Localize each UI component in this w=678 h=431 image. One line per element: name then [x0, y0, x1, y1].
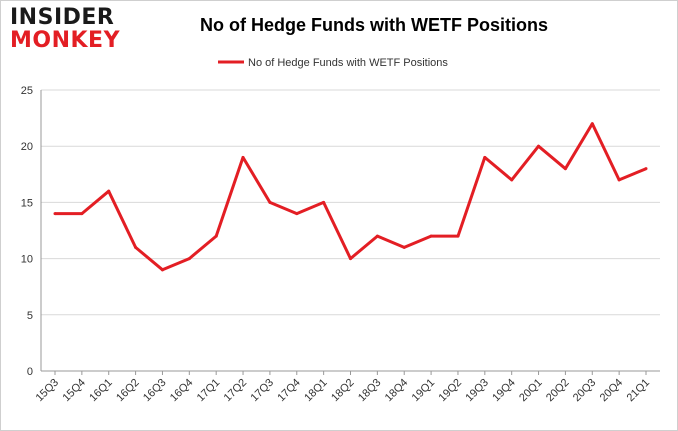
x-tick-label: 20Q1	[517, 377, 545, 405]
data-point	[322, 200, 326, 204]
grid-lines	[41, 89, 660, 316]
x-tick-label: 16Q2	[114, 377, 142, 405]
data-point	[537, 144, 541, 148]
data-point	[617, 178, 621, 182]
x-tick-label: 20Q3	[571, 377, 599, 405]
series-line	[55, 122, 647, 272]
data-point	[590, 122, 594, 126]
logo-line-1: INSIDER	[10, 5, 115, 30]
x-tick-label: 17Q4	[275, 377, 303, 405]
data-point	[375, 234, 379, 238]
x-tick-label: 19Q4	[490, 377, 518, 405]
legend: No of Hedge Funds with WETF Positions	[218, 57, 448, 69]
data-point	[349, 257, 352, 261]
data-point	[644, 167, 648, 171]
data-point	[456, 234, 460, 238]
x-tick-label: 19Q1	[410, 377, 438, 405]
data-point	[429, 234, 433, 238]
data-point	[53, 212, 57, 216]
x-tick-labels: 15Q3 15Q4 16Q1 16Q2 16Q3 16Q4 17Q1 17Q2 17Q3 17Q4…	[34, 377, 653, 405]
logo-line-2: MONKEY	[10, 28, 121, 53]
data-point	[160, 268, 164, 272]
x-tick-label: 15Q4	[60, 377, 88, 405]
x-tick-label: 15Q3	[34, 377, 62, 405]
x-tick-label: 18Q3	[356, 377, 384, 405]
data-point	[241, 155, 245, 159]
x-tick-label: 21Q1	[625, 377, 653, 405]
insider-monkey-logo: INSIDER MONKEY	[10, 7, 120, 52]
x-tick-label: 18Q4	[383, 377, 411, 405]
data-point	[80, 212, 84, 216]
series-group	[53, 122, 648, 272]
data-point	[295, 212, 299, 216]
x-tick-label: 17Q1	[195, 377, 223, 405]
x-tick-label: 16Q1	[87, 377, 115, 405]
y-tick-label: 15	[21, 197, 33, 209]
data-point	[187, 257, 191, 261]
y-tick-label: 0	[27, 366, 33, 378]
y-tick-labels: 0 5 10 15 20 25	[21, 85, 33, 378]
data-point	[134, 245, 138, 249]
data-point	[483, 155, 487, 159]
y-tick-label: 25	[21, 85, 33, 97]
x-tick-label: 17Q3	[249, 377, 277, 405]
y-tick-label: 20	[21, 141, 33, 153]
data-point	[107, 189, 111, 193]
y-tick-label: 5	[27, 310, 33, 322]
x-tick-label: 16Q3	[141, 377, 169, 405]
x-tick-label: 17Q2	[222, 377, 250, 405]
x-tick-label: 16Q4	[168, 377, 196, 405]
x-tick-label: 20Q2	[544, 377, 572, 405]
x-tick-label: 19Q2	[437, 377, 465, 405]
data-point	[214, 234, 218, 238]
x-tick-label: 18Q1	[302, 377, 330, 405]
data-point	[563, 167, 567, 171]
y-tick-label: 10	[21, 254, 33, 266]
x-tick-label: 19Q3	[463, 377, 491, 405]
data-point	[268, 200, 272, 204]
data-point	[510, 178, 514, 182]
legend-label: No of Hedge Funds with WETF Positions	[248, 57, 448, 69]
chart-title: No of Hedge Funds with WETF Positions	[200, 15, 548, 35]
data-point	[402, 245, 406, 249]
x-tick-label: 18Q2	[329, 377, 357, 405]
x-tick-label: 20Q4	[598, 377, 626, 405]
axes	[40, 90, 660, 375]
